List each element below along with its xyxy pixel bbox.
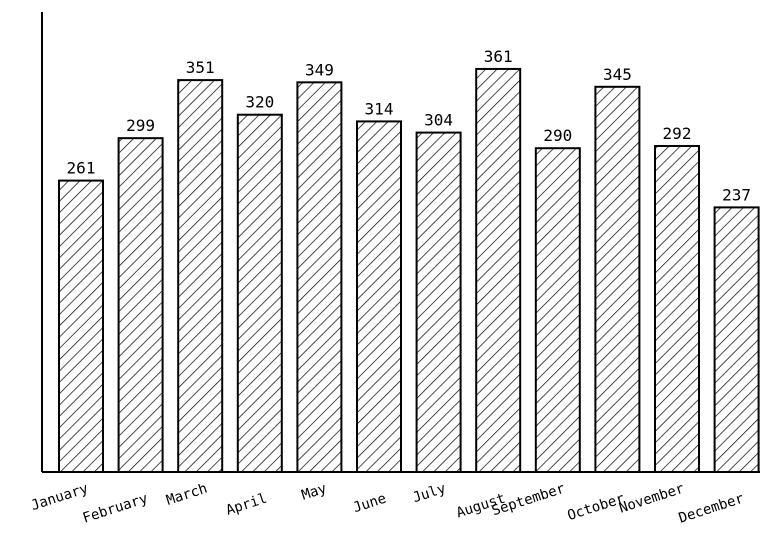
bar-december [713, 206, 760, 474]
bar-september [534, 147, 581, 473]
value-label-november: 292 [663, 124, 692, 143]
bars-group [58, 67, 760, 474]
category-label-february: February [81, 491, 150, 527]
bar-january [58, 179, 104, 474]
value-labels-group: 261 299 351 320 349 314 304 361 290 345 292 237 [67, 47, 752, 204]
bar-april [236, 113, 283, 473]
value-label-may: 349 [305, 60, 334, 79]
bar-october [594, 85, 641, 474]
bar-february [117, 137, 164, 474]
bar-may [296, 81, 343, 473]
value-label-december: 237 [722, 185, 751, 204]
category-label-march: March [164, 481, 209, 509]
value-label-april: 320 [245, 93, 274, 112]
value-label-october: 345 [603, 65, 632, 84]
category-label-september: September [490, 481, 567, 520]
bar-june [356, 120, 402, 473]
value-label-march: 351 [186, 58, 215, 77]
category-label-april: April [224, 491, 269, 519]
bar-august [475, 67, 522, 474]
value-label-january: 261 [67, 159, 96, 178]
category-label-december: December [677, 491, 746, 527]
value-label-august: 361 [484, 47, 513, 66]
value-label-february: 299 [126, 116, 155, 135]
category-label-june: June [351, 491, 388, 517]
category-label-october: October [566, 491, 627, 524]
value-label-september: 290 [543, 126, 572, 145]
bar-july [415, 131, 462, 473]
category-label-may: May [300, 481, 329, 504]
category-label-january: January [29, 481, 90, 514]
bar-march [177, 79, 224, 474]
value-label-july: 304 [424, 111, 453, 130]
category-label-july: July [411, 481, 448, 507]
value-label-june: 314 [365, 99, 394, 118]
bar-november [654, 144, 700, 473]
